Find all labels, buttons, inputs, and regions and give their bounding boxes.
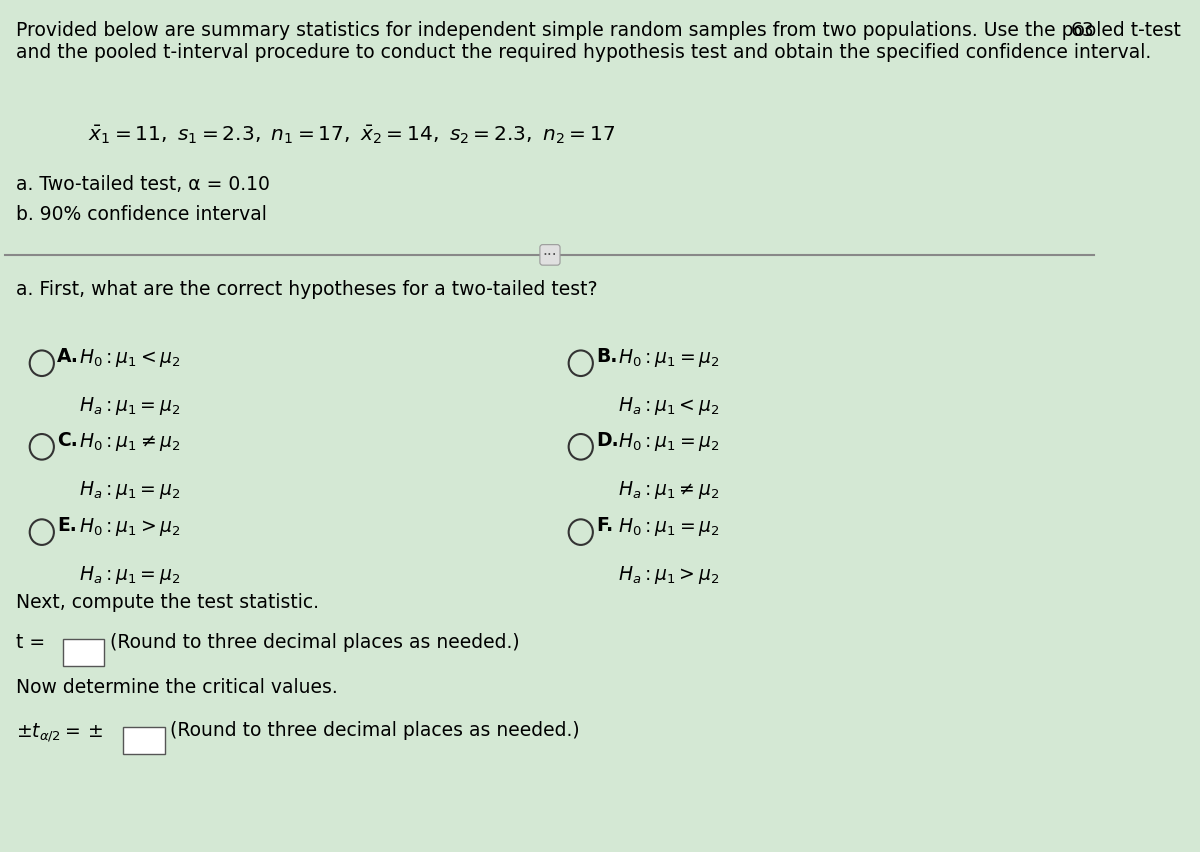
Text: a. First, what are the correct hypotheses for a two-tailed test?: a. First, what are the correct hypothese…: [17, 279, 598, 298]
Text: $H_0: \mu_1 = \mu_2$: $H_0: \mu_1 = \mu_2$: [618, 515, 720, 538]
Text: a. Two-tailed test, α = 0.10: a. Two-tailed test, α = 0.10: [17, 175, 270, 193]
Text: (Round to three decimal places as needed.): (Round to three decimal places as needed…: [110, 632, 520, 651]
Text: B.: B.: [596, 347, 618, 366]
Text: Provided below are summary statistics for independent simple random samples from: Provided below are summary statistics fo…: [17, 21, 1181, 62]
Text: Next, compute the test statistic.: Next, compute the test statistic.: [17, 592, 319, 611]
FancyBboxPatch shape: [124, 727, 164, 754]
Text: $H_a: \mu_1 = \mu_2$: $H_a: \mu_1 = \mu_2$: [79, 478, 180, 500]
Text: $H_a: \mu_1 = \mu_2$: $H_a: \mu_1 = \mu_2$: [79, 563, 180, 585]
Text: $H_0: \mu_1 < \mu_2$: $H_0: \mu_1 < \mu_2$: [79, 347, 181, 369]
Text: $H_a: \mu_1 \neq \mu_2$: $H_a: \mu_1 \neq \mu_2$: [618, 478, 719, 500]
Text: 63: 63: [1070, 21, 1094, 40]
Text: F.: F.: [596, 515, 613, 534]
Text: t =: t =: [17, 632, 52, 651]
Text: Now determine the critical values.: Now determine the critical values.: [17, 677, 338, 696]
Text: b. 90% confidence interval: b. 90% confidence interval: [17, 204, 268, 223]
Text: ···: ···: [542, 248, 557, 263]
Text: A.: A.: [58, 347, 79, 366]
FancyBboxPatch shape: [62, 639, 104, 666]
Text: C.: C.: [58, 430, 78, 449]
Text: $H_a: \mu_1 > \mu_2$: $H_a: \mu_1 > \mu_2$: [618, 563, 719, 585]
Text: $H_0: \mu_1 > \mu_2$: $H_0: \mu_1 > \mu_2$: [79, 515, 181, 538]
Text: D.: D.: [596, 430, 619, 449]
Text: $H_a: \mu_1 = \mu_2$: $H_a: \mu_1 = \mu_2$: [79, 394, 180, 417]
Text: E.: E.: [58, 515, 77, 534]
Text: $H_0: \mu_1 \neq \mu_2$: $H_0: \mu_1 \neq \mu_2$: [79, 430, 181, 452]
Text: $\bar{x}_1 = 11,\ s_1 = 2.3,\ n_1 = 17,\ \bar{x}_2 = 14,\ s_2 = 2.3,\ n_2 = 17$: $\bar{x}_1 = 11,\ s_1 = 2.3,\ n_1 = 17,\…: [88, 124, 616, 146]
Text: $H_0: \mu_1 = \mu_2$: $H_0: \mu_1 = \mu_2$: [618, 347, 720, 369]
Text: (Round to three decimal places as needed.): (Round to three decimal places as needed…: [170, 720, 580, 739]
Text: $H_a: \mu_1 < \mu_2$: $H_a: \mu_1 < \mu_2$: [618, 394, 719, 417]
Text: $H_0: \mu_1 = \mu_2$: $H_0: \mu_1 = \mu_2$: [618, 430, 720, 452]
Text: $\pm t_{\alpha/2} = \pm$: $\pm t_{\alpha/2} = \pm$: [17, 720, 103, 743]
